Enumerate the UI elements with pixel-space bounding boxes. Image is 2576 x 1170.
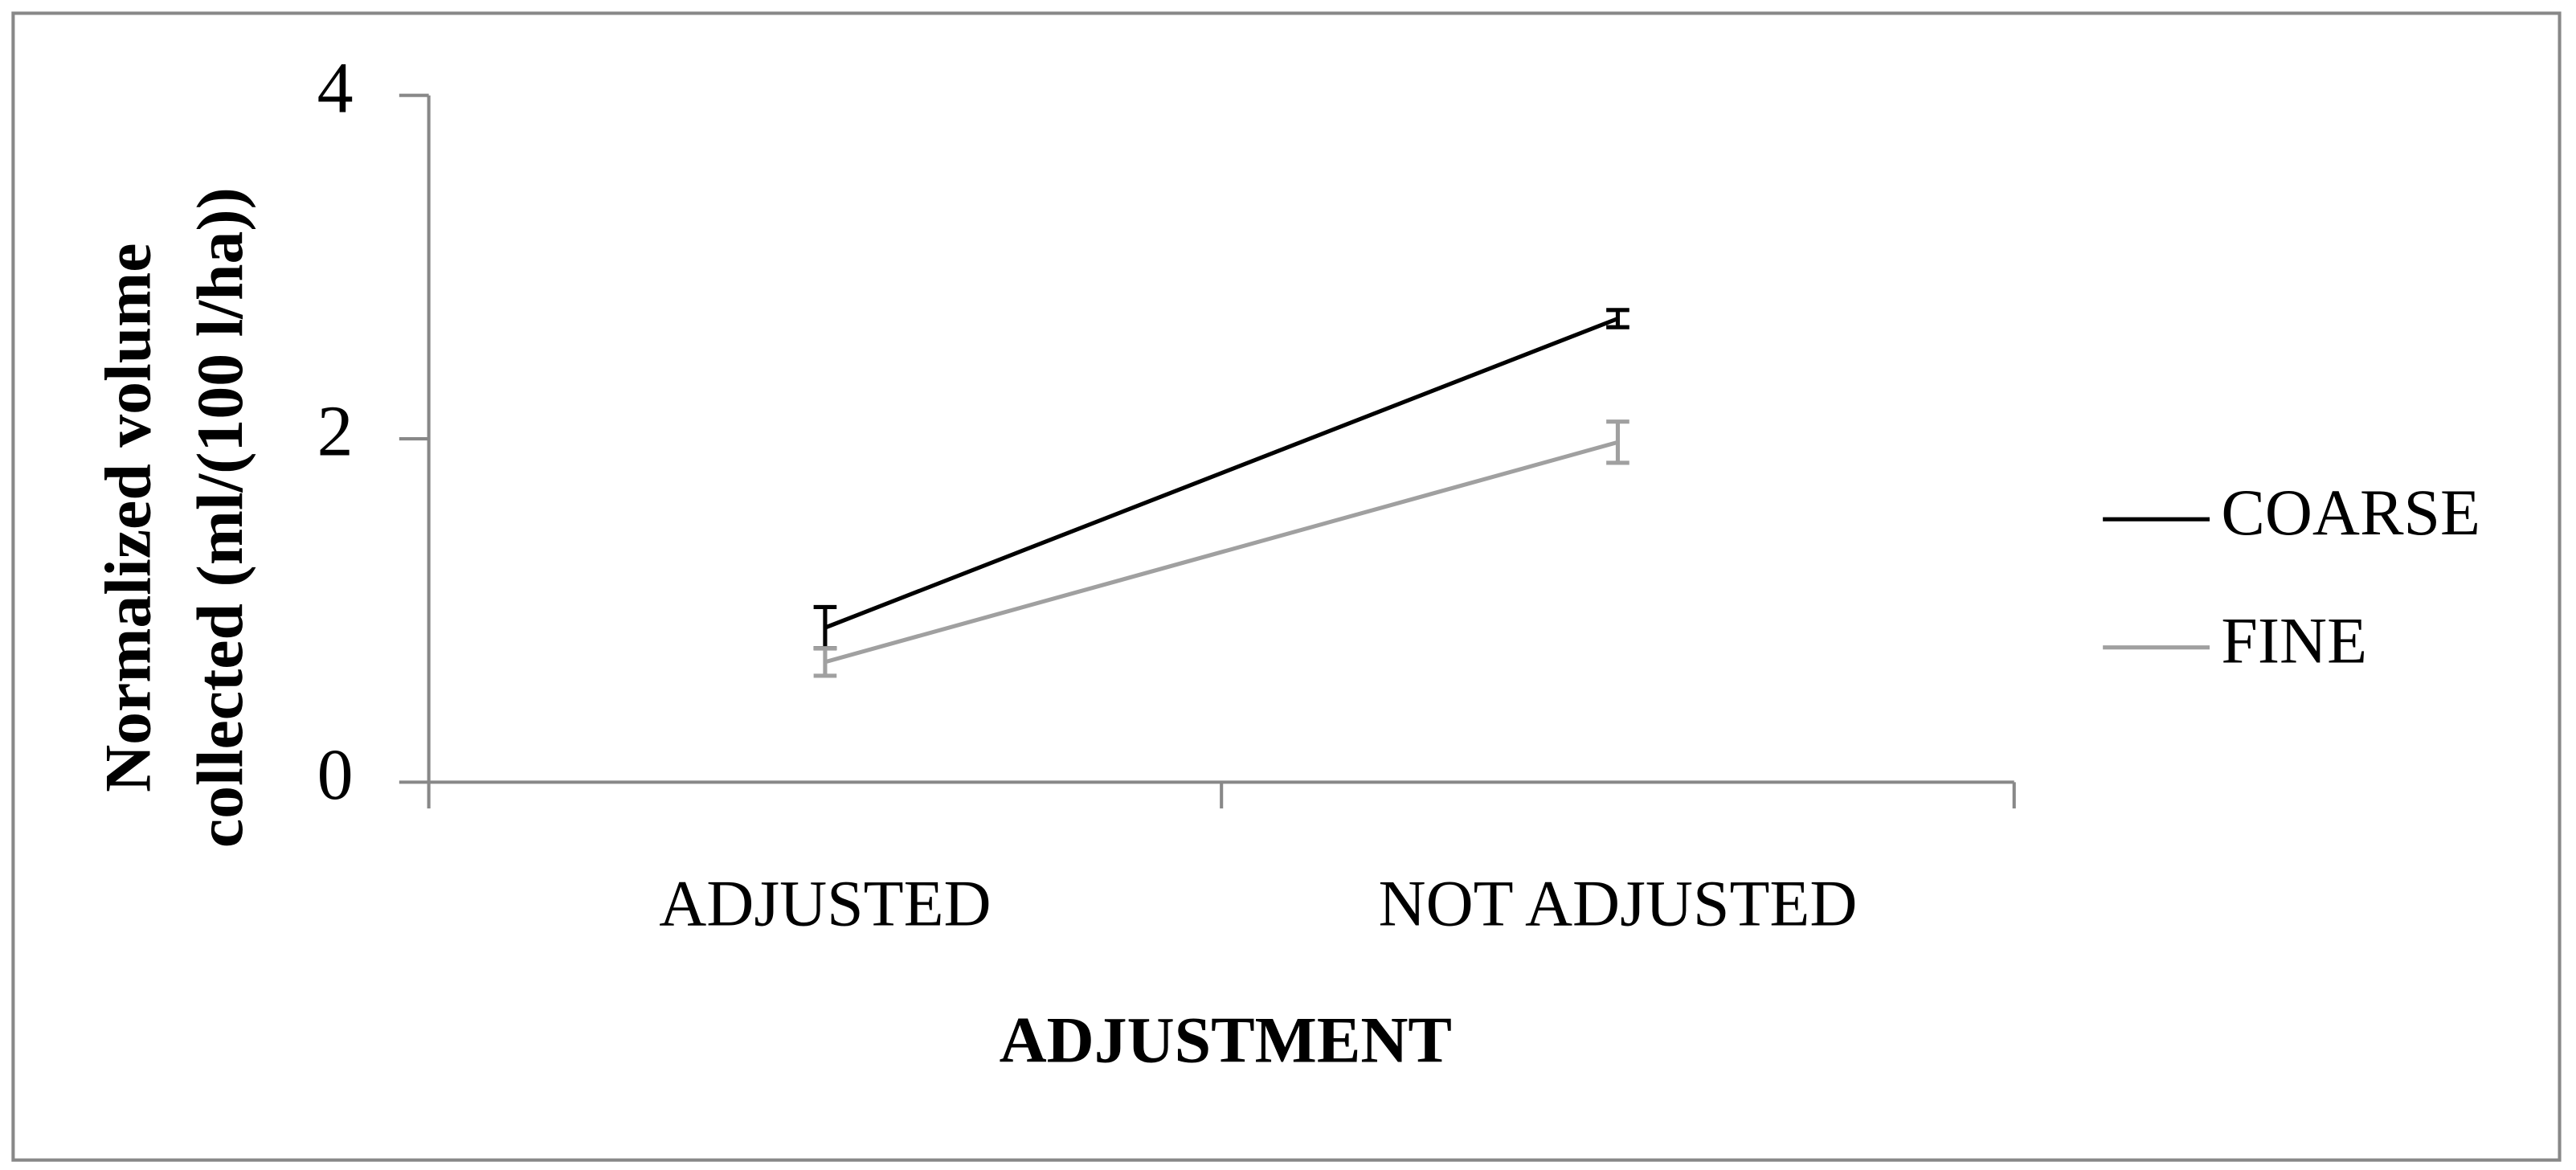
error-bar [1606, 308, 1629, 329]
legend-label: FINE [2221, 603, 2367, 677]
x-axis-title: ADJUSTMENT [1000, 1003, 1452, 1076]
x-tick-label: ADJUSTED [659, 867, 991, 940]
series-line [824, 440, 1619, 665]
y-axis-title: Normalized volume collected (ml/(100 l/h… [91, 187, 256, 848]
series-line [824, 317, 1619, 630]
x-tick-label: NOT ADJUSTED [1379, 867, 1858, 940]
y-tick-label: 4 [317, 48, 354, 128]
legend-label: COARSE [2221, 476, 2480, 549]
chart-frame [11, 11, 2562, 1162]
y-tick-label: 0 [317, 735, 354, 815]
error-bar [813, 646, 837, 678]
y-axis-title-line: collected (ml/(100 l/ha)) [183, 187, 256, 848]
y-tick-label: 2 [317, 392, 354, 472]
y-axis-title-line: Normalized volume [91, 243, 164, 792]
error-bar [1606, 419, 1629, 465]
